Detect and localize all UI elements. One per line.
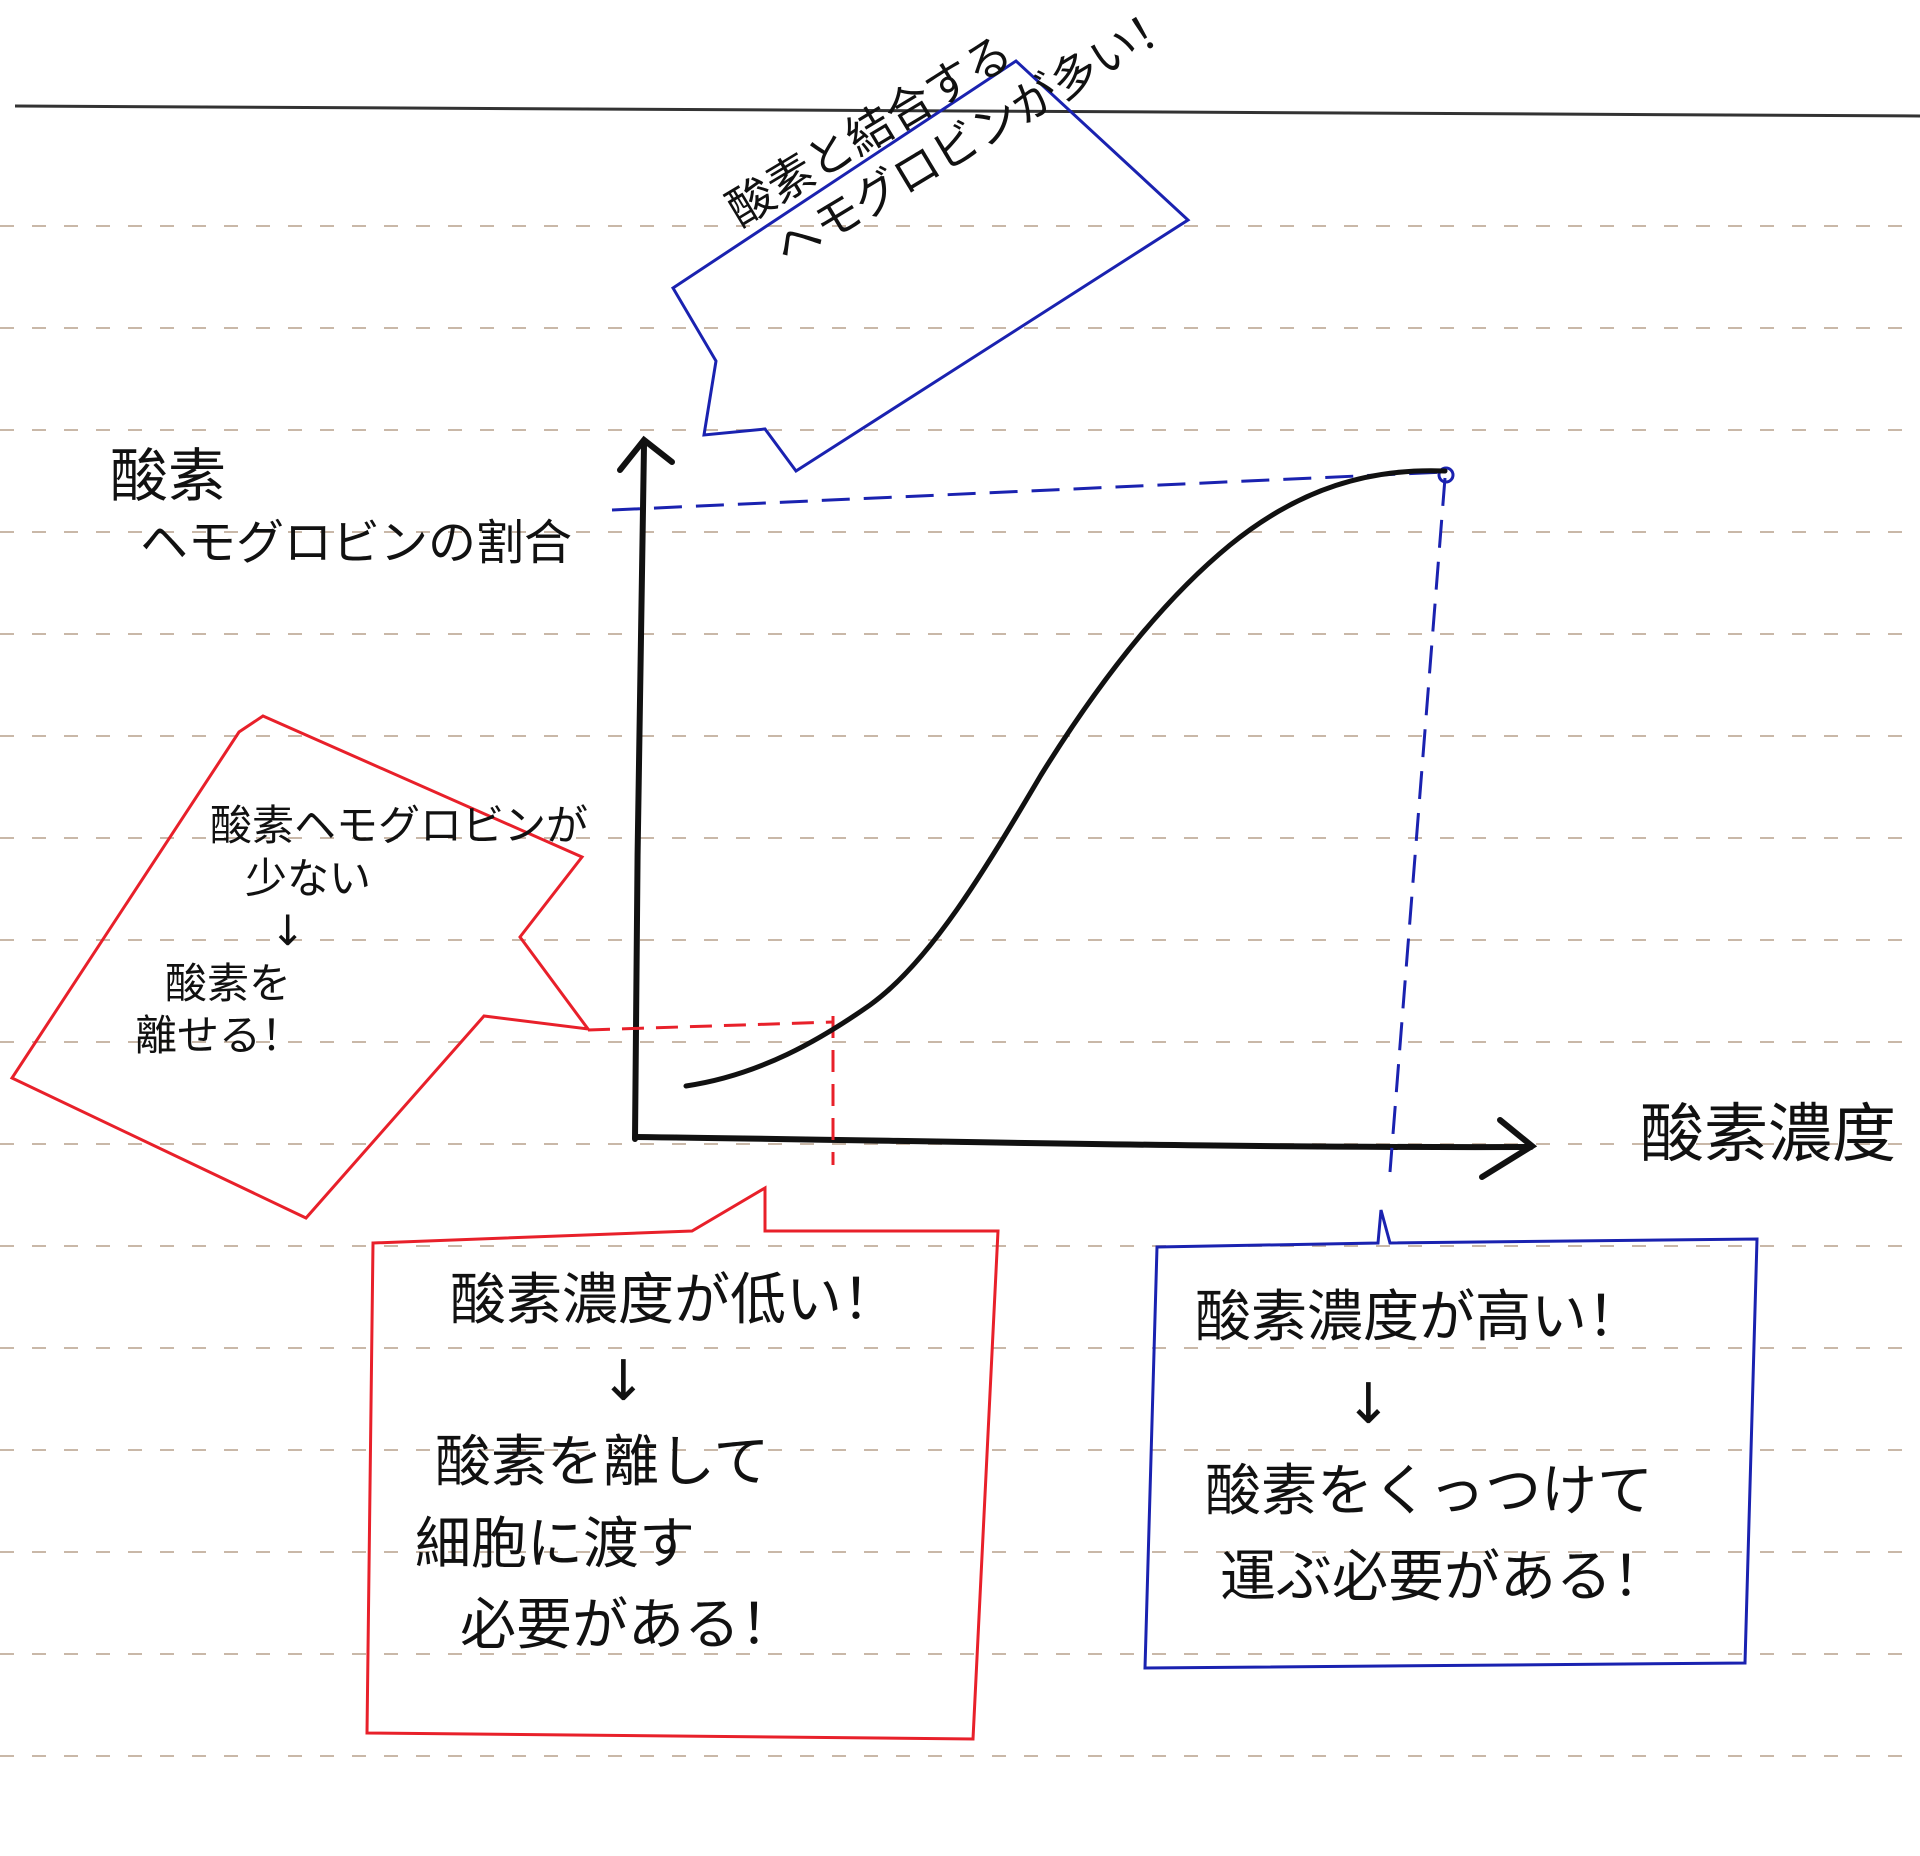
notebook-rules: [0, 225, 1920, 1757]
bottom-red-bubble-outline: [365, 1185, 1000, 1741]
arrow-down-icon: ↓: [1345, 1371, 1392, 1437]
bubble-line: 酸素濃度が低い！: [450, 1268, 898, 1333]
arrow-down-icon: ↓: [270, 906, 306, 955]
y-axis-arrow: [617, 435, 675, 473]
bottom-blue-bubble-outline: [1143, 1209, 1759, 1670]
left-red-bubble-outline: [9, 714, 592, 1220]
axes: [617, 435, 1538, 1180]
x-axis: [632, 1134, 1534, 1151]
bubble-line: 酸素濃度が高い！: [1195, 1285, 1643, 1350]
red-guides: [587, 1016, 835, 1165]
bubble-line: 酸素を: [165, 958, 292, 1008]
y-axis-label: 酸素 ヘモグロビンの割合: [110, 440, 572, 573]
oxygen-dissociation-curve: [683, 468, 1448, 1089]
bubble-line: 運ぶ必要がある！: [1220, 1545, 1668, 1611]
bubble-line: 酸素をくっつけて: [1205, 1458, 1653, 1524]
y-axis-label-line: 酸素: [110, 442, 227, 510]
bubble-line: 酸素ヘモグロビンが: [210, 801, 589, 850]
bubble-line: 細胞に渡す: [415, 1511, 695, 1577]
x-axis-label: 酸素濃度: [1640, 1098, 1896, 1172]
bubble-line: 少ない: [245, 853, 372, 903]
high-point-marker: [1437, 466, 1455, 484]
y-axis: [632, 442, 647, 1142]
bubble-line: 離せる！: [135, 1011, 304, 1060]
bubble-line: 酸素を離して: [435, 1430, 770, 1496]
bottom-red-bubble-text: 酸素濃度が低い！ ↓ 酸素を離して 細胞に渡す 必要がある！: [415, 1260, 898, 1666]
x-axis-arrow: [1479, 1117, 1538, 1180]
y-axis-label-line: ヘモグロビンの割合: [140, 514, 573, 571]
left-red-bubble-text: 酸素ヘモグロビンが 少ない ↓ 酸素を 離せる！: [135, 800, 589, 1063]
top-blue-bubble-outline: [670, 59, 1191, 474]
bottom-blue-bubble-text: 酸素濃度が高い！ ↓ 酸素をくっつけて 運ぶ必要がある！: [1195, 1275, 1668, 1622]
blue-guides: [611, 470, 1447, 1173]
notebook-top-line: [14, 104, 1920, 118]
bubble-line: 必要がある！: [460, 1592, 796, 1658]
arrow-down-icon: ↓: [600, 1349, 647, 1415]
